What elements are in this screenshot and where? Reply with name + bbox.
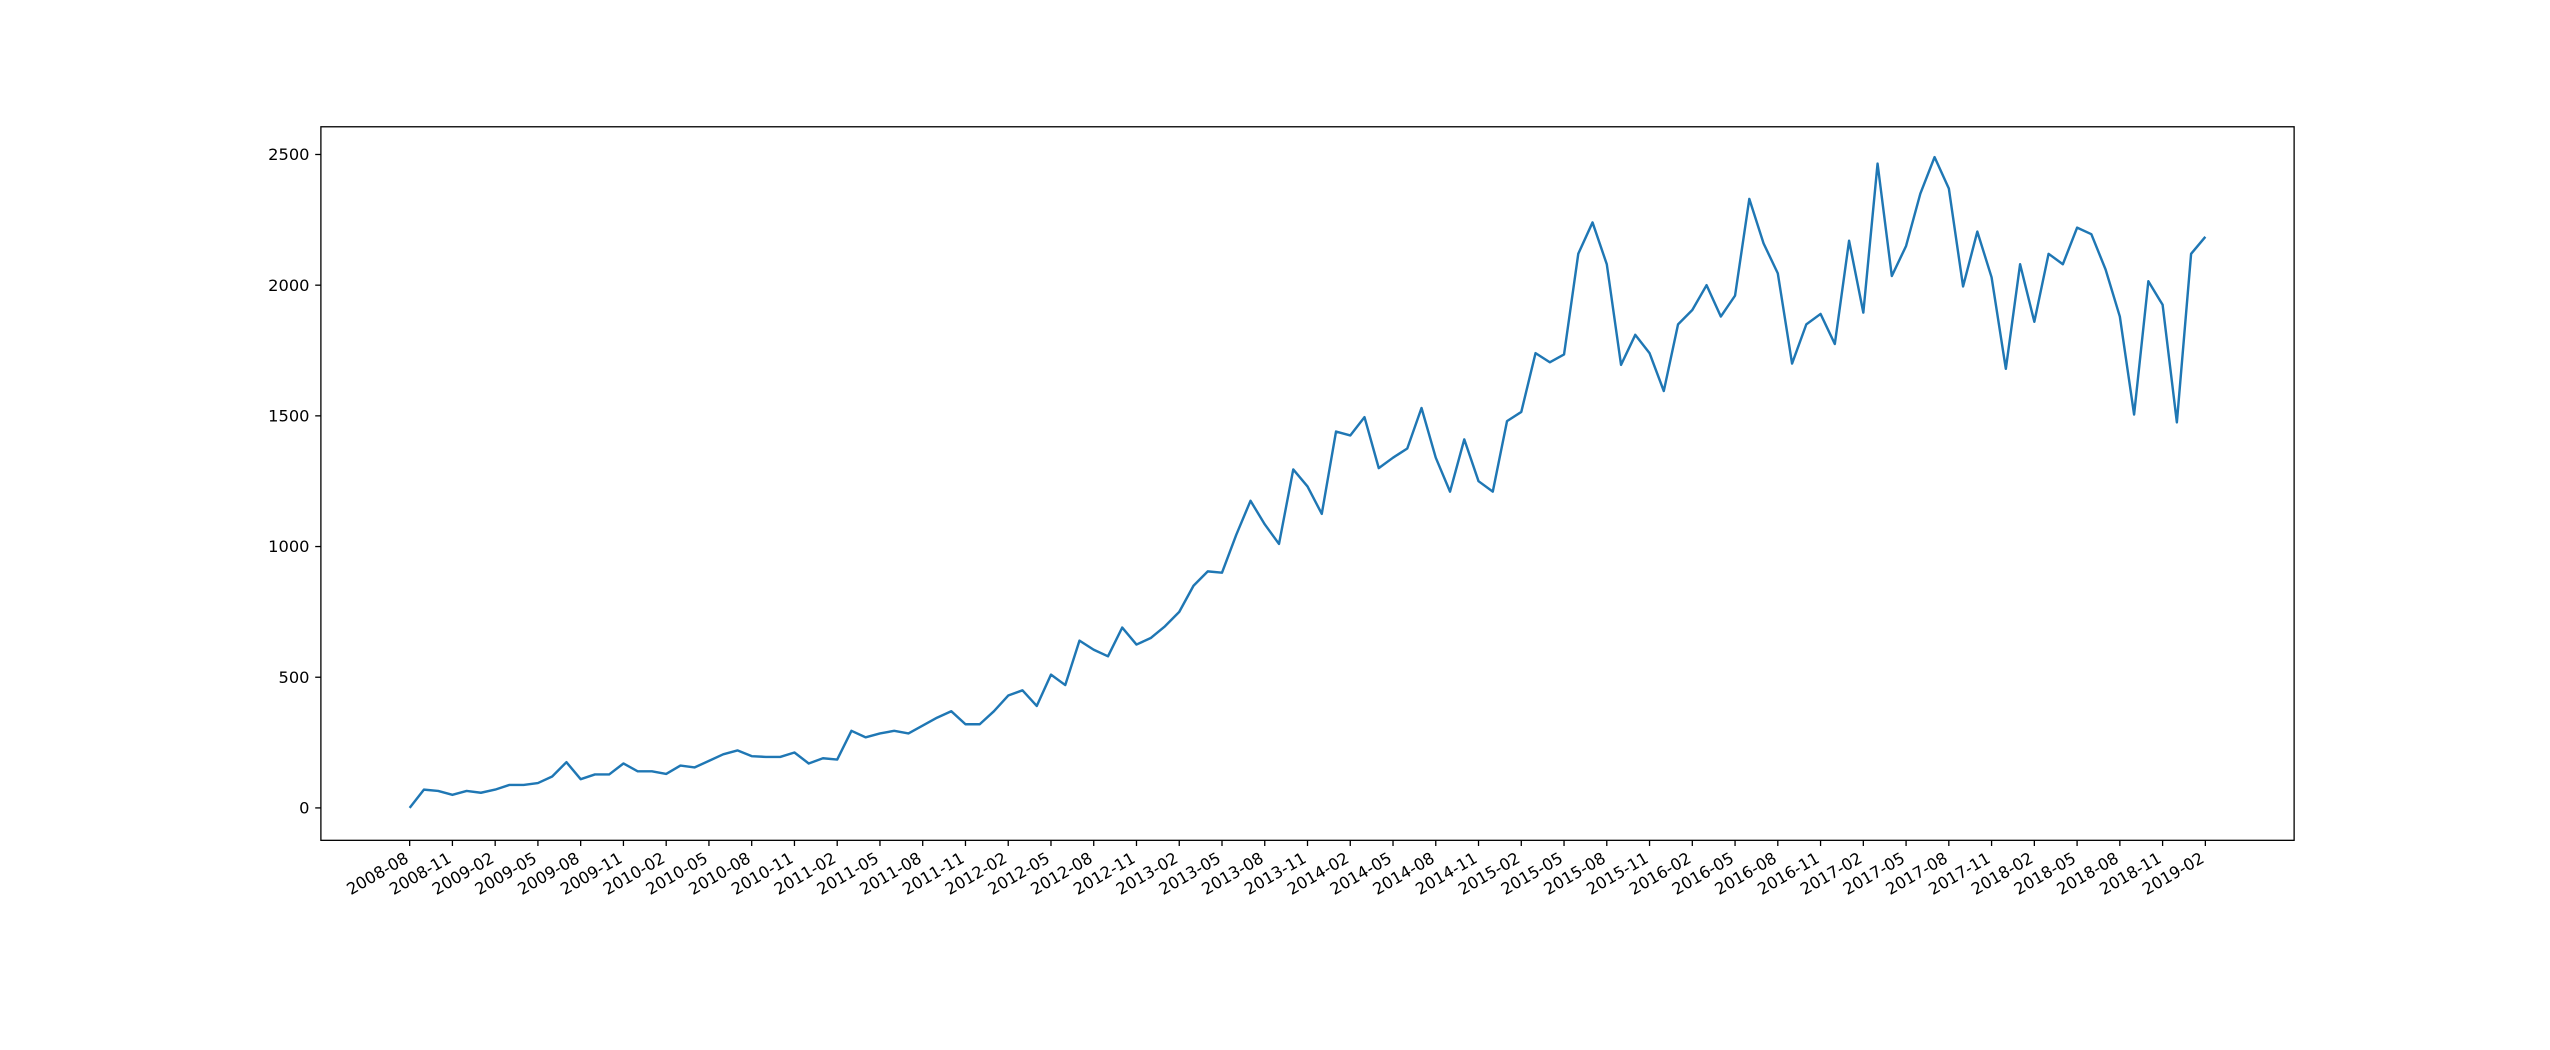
y-tick-label: 1000 bbox=[268, 537, 309, 556]
y-tick-label: 2500 bbox=[268, 145, 309, 164]
y-tick-label: 2000 bbox=[268, 276, 309, 295]
plot-frame bbox=[320, 126, 2295, 841]
data-line bbox=[408, 155, 2207, 809]
y-tick-label: 1500 bbox=[268, 407, 309, 426]
y-tick-label: 0 bbox=[299, 799, 309, 818]
y-tick-label: 500 bbox=[278, 668, 309, 687]
